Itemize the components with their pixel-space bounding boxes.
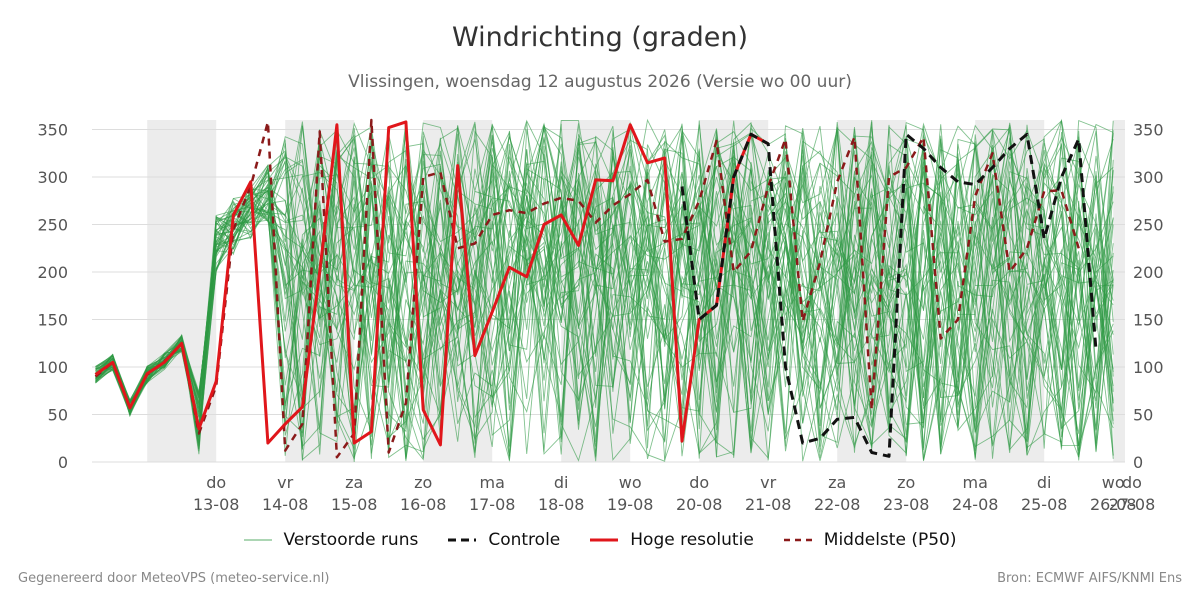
x-tick-day: ma [480,473,505,492]
legend-control-label: Controle [488,530,561,550]
x-tick-date: 13-08 [193,495,240,514]
x-tick-date: 18-08 [538,495,585,514]
x-tick-date: 16-08 [400,495,447,514]
ensemble-run-line [95,120,1114,462]
legend-ensemble-swatch [243,539,272,541]
x-tick-day: wo [1102,473,1125,492]
ensemble-run-line [95,121,1114,458]
y-tick-label-left: 50 [48,406,68,425]
y-tick-label-left: 100 [37,358,68,377]
ensemble-run-line [95,126,1114,456]
ensemble-run-line [95,122,1114,461]
x-tick-day: za [345,473,363,492]
y-tick-label-right: 200 [1133,263,1164,282]
x-tick-day: di [1037,473,1052,492]
main-series [94,118,1098,459]
y-tick-label-left: 0 [58,453,68,472]
y-tick-label-left: 200 [37,263,68,282]
ensemble-runs [95,118,1114,462]
y-tick-label-left: 300 [37,168,68,187]
y-tick-label-right: 100 [1133,358,1164,377]
legend-hires-swatch [590,538,619,542]
x-tick-date: 20-08 [676,495,723,514]
ensemble-run-line [95,128,1114,458]
x-tick-date: 23-08 [883,495,930,514]
y-tick-label-right: 250 [1133,216,1164,235]
x-tick-date: 15-08 [331,495,378,514]
x-tick-date: 19-08 [607,495,654,514]
chart-title: Windrichting (graden) [451,22,749,53]
x-tick-day: do [689,473,709,492]
legend-hires[interactable]: Hoge resolutie [590,530,754,550]
control-series-line [680,132,1098,458]
y-tick-label-right: 50 [1133,406,1153,425]
axes: 0 0 50 50 100 100 150 150 200 200 250 250 300 300 350 3… [37,121,1163,515]
x-tick-date: 17-08 [469,495,516,514]
x-tick-day: wo [619,473,642,492]
x-tick-date: 25-08 [1021,495,1068,514]
legend: Verstoorde runs Controle Hoge resolutie … [0,530,1200,550]
legend-control-swatch [448,538,477,542]
ensemble-run-line [95,121,1114,462]
hires-series-line [94,120,769,447]
ensemble-run-line [95,122,1114,450]
x-tick-day: ma [963,473,988,492]
y-tick-label-left: 250 [37,216,68,235]
x-tick-day: do [1122,473,1142,492]
y-tick-label-right: 150 [1133,311,1164,330]
y-tick-label-right: 300 [1133,168,1164,187]
legend-hires-label: Hoge resolutie [630,530,754,550]
x-tick-date: 14-08 [262,495,309,514]
legend-median-swatch [783,538,812,542]
x-tick-date: 24-08 [952,495,999,514]
x-tick-day: zo [897,473,915,492]
x-tick-date: 22-08 [814,495,861,514]
ensemble-run-line [95,123,1114,454]
day-band [1113,120,1125,462]
x-tick-day: zo [414,473,432,492]
x-tick-day: za [828,473,846,492]
legend-control[interactable]: Controle [448,530,560,550]
x-tick-day: di [554,473,569,492]
footer-credit: Gegenereerd door MeteoVPS (meteo-service… [18,571,330,586]
legend-median[interactable]: Middelste (P50) [783,530,957,550]
x-tick-day: vr [277,473,293,492]
chart-subtitle: Vlissingen, woensdag 12 augustus 2026 (V… [348,72,852,92]
y-tick-label-left: 150 [37,311,68,330]
y-tick-label-left: 350 [37,121,68,140]
x-tick-date: 27-08 [1109,495,1156,514]
ensemble-run-line [95,119,1114,458]
median-series-line [94,118,1080,459]
y-tick-label-right: 350 [1133,121,1164,140]
x-tick-date: 26-08 [1090,495,1137,514]
legend-ensemble[interactable]: Verstoorde runs [243,530,419,550]
legend-median-label: Middelste (P50) [823,530,957,550]
x-tick-day: do [206,473,226,492]
y-tick-label-right: 0 [1133,453,1143,472]
ensemble-run-line [95,126,1114,460]
footer-source: Bron: ECMWF AIFS/KNMI Ens [997,571,1182,586]
x-tick-day: vr [760,473,776,492]
legend-ensemble-label: Verstoorde runs [283,530,419,550]
x-tick-date: 21-08 [745,495,792,514]
